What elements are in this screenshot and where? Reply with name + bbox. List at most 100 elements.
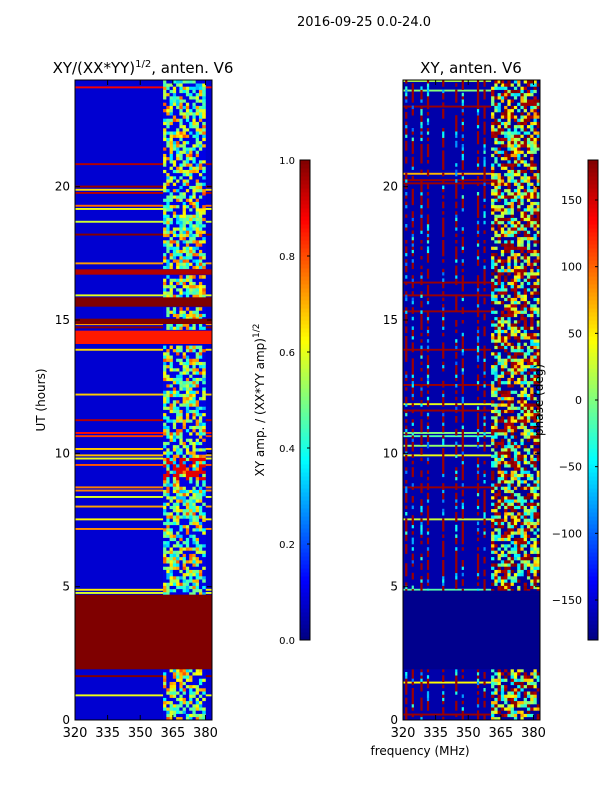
amplitude-cell bbox=[198, 240, 203, 244]
amplitude-cell bbox=[176, 348, 180, 353]
phase-cell bbox=[491, 300, 495, 305]
phase-cell bbox=[530, 121, 534, 126]
amplitude-cell bbox=[189, 345, 193, 350]
phase-cell bbox=[520, 563, 524, 567]
phase-cell bbox=[533, 230, 538, 234]
phase-cell bbox=[526, 473, 531, 478]
phase-cell bbox=[517, 182, 521, 186]
amplitude-cell bbox=[169, 691, 174, 695]
amplitude-cell bbox=[179, 435, 183, 439]
phase-cell bbox=[513, 393, 518, 398]
phase-cell bbox=[517, 361, 521, 366]
phase-cell bbox=[497, 403, 502, 407]
phase-cell bbox=[510, 329, 515, 334]
amplitude-cell bbox=[163, 156, 167, 161]
amplitude-cell bbox=[182, 432, 187, 436]
phase-cell bbox=[500, 480, 505, 484]
phase-cell bbox=[526, 320, 531, 324]
phase-cell bbox=[494, 224, 498, 228]
amplitude-cell bbox=[192, 396, 196, 401]
phase-cell bbox=[504, 691, 508, 695]
amplitude-cell bbox=[185, 384, 190, 388]
amplitude-cell bbox=[195, 92, 200, 97]
amplitude-cell bbox=[176, 179, 180, 183]
amplitude-colorbar-step bbox=[300, 472, 310, 477]
phase-cell bbox=[504, 486, 508, 490]
phase-cell bbox=[523, 537, 528, 542]
amplitude-cell bbox=[198, 153, 203, 158]
amplitude-cell bbox=[185, 540, 190, 545]
phase-cell bbox=[491, 483, 495, 487]
phase-cell bbox=[507, 201, 511, 206]
phase-cell bbox=[497, 348, 502, 353]
phase-cell bbox=[513, 435, 518, 439]
phase-cell bbox=[523, 390, 528, 394]
amplitude-cell bbox=[192, 473, 196, 478]
phase-cell bbox=[530, 454, 534, 458]
phase-cell bbox=[533, 435, 538, 439]
phase-cell bbox=[513, 505, 518, 510]
phase-cell bbox=[513, 582, 518, 586]
amplitude-colorbar-tick-label: 0.6 bbox=[279, 348, 295, 359]
amplitude-cell bbox=[179, 307, 183, 311]
phase-cell bbox=[536, 336, 540, 340]
amplitude-cell bbox=[192, 579, 196, 583]
phase-cell bbox=[533, 108, 538, 113]
phase-cell bbox=[504, 473, 508, 478]
phase-cell bbox=[510, 304, 515, 308]
amplitude-cell bbox=[169, 668, 174, 673]
phase-cell bbox=[526, 128, 531, 132]
phase-cell bbox=[520, 403, 524, 407]
phase-cell bbox=[517, 163, 521, 167]
phase-cell bbox=[536, 499, 540, 503]
amplitude-cell bbox=[202, 83, 206, 87]
phase-cell bbox=[500, 144, 505, 148]
phase-cell bbox=[520, 281, 524, 286]
amplitude-cell bbox=[189, 348, 193, 353]
phase-cell bbox=[500, 217, 505, 222]
amplitude-cell bbox=[198, 345, 203, 350]
amplitude-cell bbox=[179, 211, 183, 215]
phase-cell bbox=[523, 374, 528, 378]
phase-cell bbox=[517, 569, 521, 574]
phase-cell bbox=[536, 131, 540, 135]
amplitude-cell bbox=[182, 150, 187, 154]
amplitude-cell bbox=[198, 102, 203, 106]
amplitude-cell bbox=[185, 291, 190, 295]
phase-cell bbox=[504, 230, 508, 234]
phase-cell bbox=[507, 524, 511, 529]
phase-cell bbox=[517, 345, 521, 350]
phase-cell bbox=[523, 515, 528, 519]
amplitude-cell bbox=[169, 512, 174, 516]
amplitude-cell bbox=[169, 678, 174, 682]
phase-cell bbox=[497, 492, 502, 497]
phase-cell bbox=[533, 252, 538, 257]
phase-cell bbox=[497, 544, 502, 548]
phase-cell bbox=[530, 137, 534, 142]
phase-cell bbox=[497, 697, 502, 702]
phase-cell bbox=[510, 134, 515, 138]
amplitude-cell bbox=[185, 240, 190, 244]
amplitude-cell bbox=[192, 505, 196, 510]
phase-cell bbox=[523, 368, 528, 372]
amplitude-cell bbox=[185, 691, 190, 695]
phase-cell bbox=[497, 438, 502, 442]
phase-cell bbox=[504, 544, 508, 548]
phase-cell bbox=[526, 166, 531, 170]
amplitude-colorbar-step bbox=[300, 380, 310, 385]
phase-cell bbox=[494, 528, 498, 532]
phase-cell bbox=[510, 240, 515, 244]
phase-cell bbox=[523, 668, 528, 673]
amplitude-cell bbox=[163, 147, 167, 151]
amplitude-cell bbox=[202, 358, 206, 362]
phase-cell bbox=[507, 320, 511, 324]
amplitude-cell bbox=[182, 448, 187, 452]
amplitude-cell bbox=[202, 326, 206, 330]
amplitude-cell bbox=[189, 489, 193, 494]
phase-cell bbox=[513, 441, 518, 446]
amplitude-cell bbox=[163, 432, 167, 436]
amplitude-cell bbox=[169, 556, 174, 561]
amplitude-cell bbox=[179, 92, 183, 97]
amplitude-cell bbox=[202, 368, 206, 372]
phase-cell bbox=[526, 112, 531, 116]
